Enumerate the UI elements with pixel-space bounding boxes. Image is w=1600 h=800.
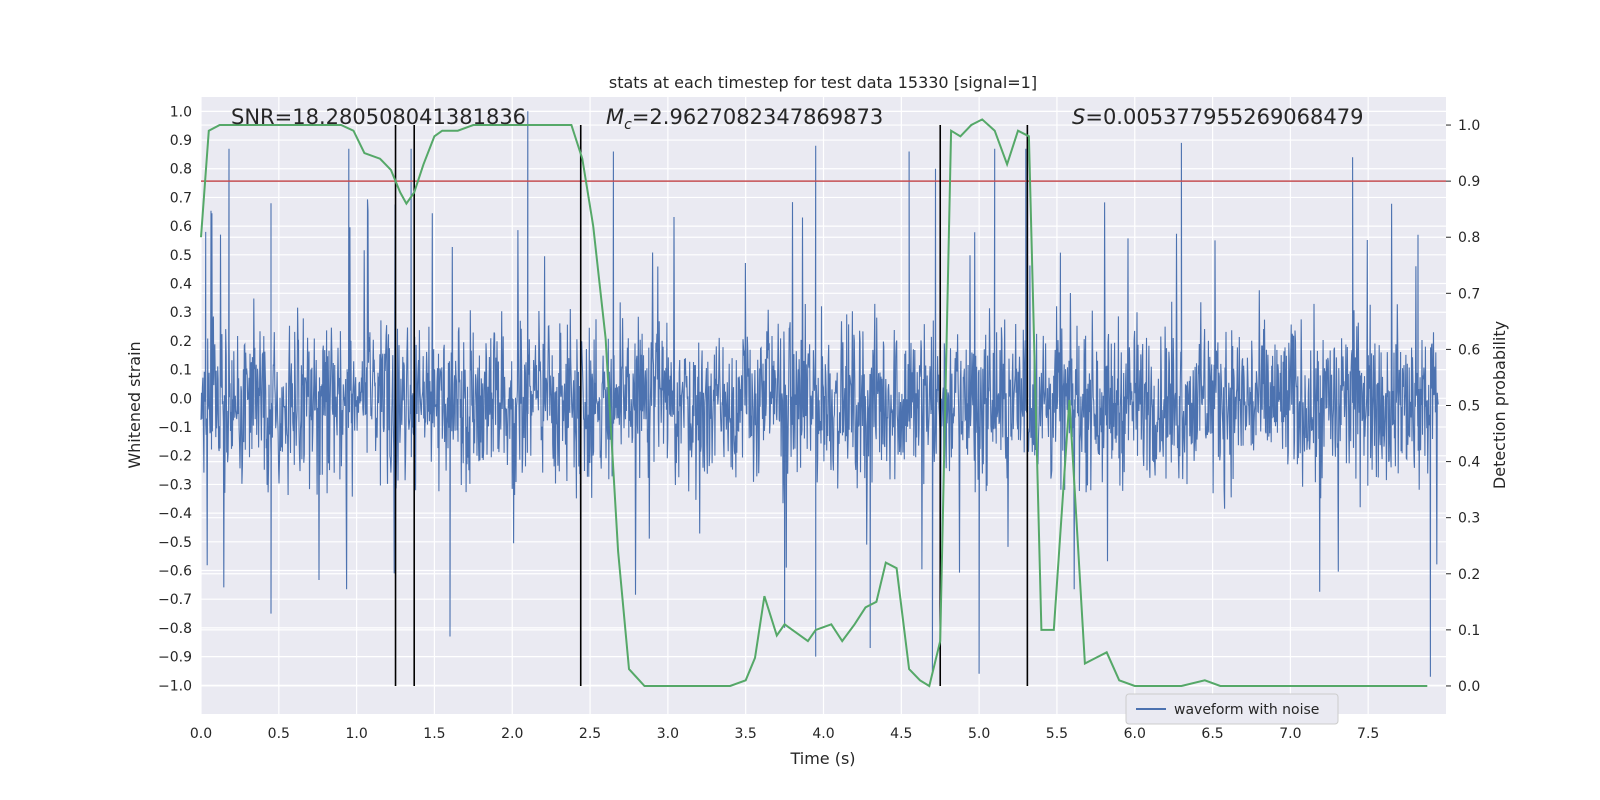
y2-tick-label: 0.7: [1458, 286, 1480, 302]
y-tick-label: 0.7: [170, 190, 192, 206]
legend-box: [1125, 693, 1339, 725]
legend: waveform with noise: [1125, 693, 1339, 725]
y-tick-label: 0.0: [170, 391, 192, 407]
y-tick-label: 0.6: [170, 219, 192, 235]
y2-tick-label: 0.5: [1458, 399, 1480, 415]
x-tick-label: 1.0: [345, 726, 367, 742]
x-tick-label: 2.5: [579, 726, 601, 742]
y2-tick-label: 0.4: [1458, 455, 1480, 471]
y-axis-ticks: 1.0 0.9 0.8 0.7 0.6 0.5 0.4 0.3 0.2 0.1 0.0 −0.1 −0.…: [158, 104, 192, 694]
y-tick-label: −0.3: [158, 477, 192, 493]
waveform-path: [200, 111, 1439, 677]
waveform-series: [200, 111, 1439, 677]
y2-tick-label: 0.9: [1458, 174, 1480, 190]
x-tick-label: 4.5: [890, 726, 912, 742]
y-tick-label: −0.4: [158, 506, 192, 522]
chirp-mass-annotation: Mc=2.9627082347869873: [606, 105, 883, 133]
y-tick-label: −0.1: [158, 420, 192, 436]
y2-tick-label: 1.0: [1458, 118, 1480, 134]
x-tick-label: 1.5: [423, 726, 445, 742]
legend-label: waveform with noise: [1174, 702, 1319, 718]
x-tick-label: 4.0: [812, 726, 834, 742]
x-tick-label: 2.0: [501, 726, 523, 742]
y-tick-label: −0.8: [158, 621, 192, 637]
y-tick-label: −1.0: [158, 678, 192, 694]
y-tick-label: 0.9: [170, 133, 192, 149]
y2-tick-label: 0.0: [1458, 679, 1480, 695]
y-tick-label: −0.2: [158, 449, 192, 465]
x-tick-label: 7.5: [1357, 726, 1379, 742]
y2-tick-label: 0.3: [1458, 511, 1480, 527]
x-tick-label: 5.5: [1046, 726, 1068, 742]
event-lines: [394, 125, 1029, 686]
y-tick-label: 0.5: [170, 248, 192, 264]
y-tick-label: −0.6: [158, 564, 192, 580]
x-tick-label: 5.0: [968, 726, 990, 742]
x-tick-label: 0.5: [268, 726, 290, 742]
y-tick-label: 1.0: [170, 104, 192, 120]
s-annotation: S=0.005377955269068479: [1072, 105, 1363, 129]
x-tick-label: 6.0: [1124, 726, 1146, 742]
y2-tick-label: 0.6: [1458, 342, 1480, 358]
x-tick-label: 3.0: [657, 726, 679, 742]
snr-annotation: SNR=18.280508041381836: [231, 105, 526, 129]
x-axis-label: Time (s): [789, 749, 855, 768]
y2-axis-label: Detection probability: [1490, 321, 1509, 489]
y-tick-label: −0.7: [158, 592, 192, 608]
y-tick-label: 0.1: [170, 363, 192, 379]
x-tick-label: 7.0: [1279, 726, 1301, 742]
probability-series-line: [200, 118, 1428, 688]
y-tick-label: −0.5: [158, 535, 192, 551]
y-tick-label: 0.3: [170, 305, 192, 321]
chart-title: stats at each timestep for test data 153…: [609, 73, 1037, 92]
x-tick-label: 0.0: [190, 726, 212, 742]
x-tick-label: 3.5: [735, 726, 757, 742]
y2-axis-ticks: 1.0 0.9 0.8 0.7 0.6 0.5 0.4 0.3 0.2 0.1 0.0: [1446, 118, 1480, 695]
x-tick-label: 6.5: [1201, 726, 1223, 742]
y2-tick-label: 0.1: [1458, 623, 1480, 639]
y2-tick-label: 0.8: [1458, 230, 1480, 246]
y2-tick-label: 0.2: [1458, 567, 1480, 583]
y-tick-label: 0.2: [170, 334, 192, 350]
y-tick-label: 0.4: [170, 277, 192, 293]
y-axis-label: Whitened strain: [125, 341, 144, 468]
x-axis-ticks: 0.0 0.5 1.0 1.5 2.0 2.5 3.0 3.5 4.0 4.5 5.0 5.5 6.0 6…: [190, 726, 1379, 742]
y-tick-label: 0.8: [170, 162, 192, 178]
y-tick-label: −0.9: [158, 650, 192, 666]
